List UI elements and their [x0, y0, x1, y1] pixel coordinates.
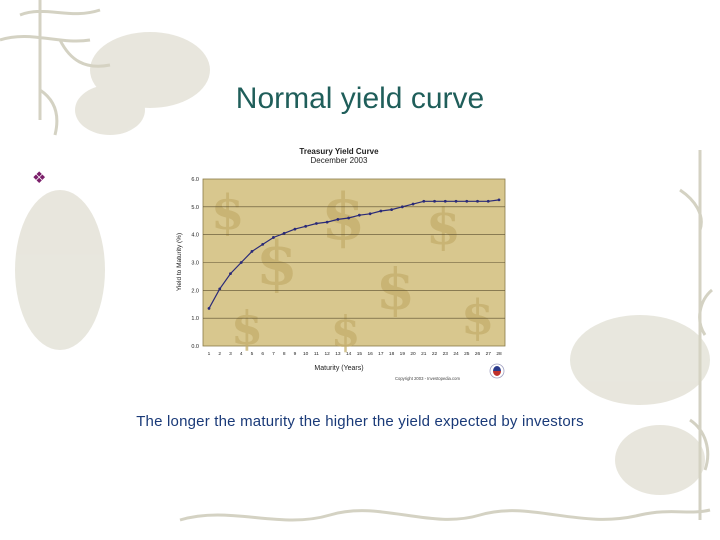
- x-tick-label: 8: [283, 351, 286, 357]
- y-tick-label: 5.0: [191, 205, 199, 211]
- slide-title: Normal yield curve: [235, 82, 485, 115]
- chart-subtitle: December 2003: [311, 156, 368, 165]
- x-tick-label: 22: [432, 351, 438, 357]
- svg-text:$: $: [256, 229, 298, 299]
- data-point: [422, 199, 426, 203]
- data-point: [476, 199, 479, 203]
- data-point: [272, 236, 275, 239]
- right-vine: [679, 150, 714, 520]
- x-tick-label: 17: [378, 351, 384, 357]
- x-tick-label: 5: [251, 351, 254, 357]
- data-point: [293, 227, 297, 231]
- x-tick-label: 28: [496, 351, 502, 357]
- data-point: [400, 205, 404, 209]
- x-tick-label: 16: [367, 351, 373, 357]
- y-tick-label: 3.0: [191, 261, 199, 267]
- svg-text:$: $: [231, 301, 263, 355]
- y-tick-label: 4.0: [191, 233, 199, 239]
- data-point: [433, 199, 436, 203]
- x-tick-label: 19: [400, 351, 406, 357]
- data-point: [411, 202, 415, 206]
- x-tick-label: 7: [272, 351, 275, 357]
- data-point: [239, 261, 243, 264]
- flower-bottom-right: [570, 315, 710, 405]
- x-tick-label: 9: [294, 351, 297, 357]
- x-tick-label: 14: [346, 351, 352, 357]
- x-tick-label: 26: [475, 351, 481, 357]
- caption-text: The longer the maturity the higher the y…: [136, 413, 584, 430]
- data-point: [282, 231, 286, 235]
- x-tick-label: 10: [303, 351, 309, 357]
- data-point: [454, 199, 458, 203]
- x-tick-label: 21: [421, 351, 427, 357]
- x-tick-label: 3: [229, 351, 232, 357]
- x-tick-label: 6: [261, 351, 264, 357]
- data-point: [379, 209, 383, 213]
- copyright-text: Copyright 2003 - Investopedia.com: [395, 376, 460, 381]
- x-tick-label: 23: [443, 351, 449, 357]
- data-point: [261, 243, 265, 246]
- x-tick-label: 11: [314, 351, 319, 357]
- data-point: [304, 224, 308, 228]
- data-point: [336, 217, 340, 221]
- yield-curve-line: [208, 199, 500, 309]
- svg-text:$: $: [376, 257, 415, 323]
- data-point: [250, 249, 254, 253]
- data-point: [443, 199, 447, 203]
- x-tick-label: 25: [464, 351, 470, 357]
- top-left-vine: [0, 0, 111, 136]
- bottom-vine: [179, 508, 711, 522]
- data-point: [357, 213, 361, 217]
- data-point: [347, 216, 351, 220]
- x-tick-label: 15: [357, 351, 363, 357]
- investopedia-logo: [489, 363, 505, 379]
- bullet-icon: ❖: [32, 168, 47, 187]
- svg-text:$: $: [211, 185, 244, 241]
- x-tick-label: 24: [453, 351, 459, 357]
- x-tick-label: 20: [410, 351, 416, 357]
- data-point: [229, 272, 232, 276]
- yield-curve-chart: Treasury Yield Curve December 2003 $ $ $…: [176, 147, 506, 381]
- y-tick-label: 0.0: [191, 344, 199, 350]
- x-tick-label: 1: [208, 351, 211, 357]
- data-point: [486, 199, 490, 203]
- x-tick-label: 27: [486, 351, 492, 357]
- svg-text:$: $: [426, 197, 461, 256]
- x-tick-label: 13: [335, 351, 341, 357]
- y-tick-label: 2.0: [191, 288, 199, 294]
- data-point: [315, 222, 318, 225]
- data-point: [325, 220, 329, 224]
- y-axis-label: Yield to Maturity (%): [176, 233, 183, 291]
- data-point: [390, 208, 393, 212]
- chart-title: Treasury Yield Curve: [299, 147, 379, 156]
- x-axis-label: Maturity (Years): [314, 365, 363, 372]
- x-tick-label: 2: [218, 351, 221, 357]
- svg-text:$: $: [331, 307, 360, 356]
- svg-text:$: $: [321, 180, 366, 255]
- data-point: [465, 199, 469, 203]
- data-point: [497, 198, 501, 202]
- x-tick-label: 18: [389, 351, 395, 357]
- x-tick-label: 4: [240, 351, 243, 357]
- data-point: [207, 307, 211, 310]
- flower-bottom-left: [15, 190, 105, 350]
- x-tick-label: 12: [324, 351, 330, 357]
- data-point: [368, 212, 372, 216]
- y-tick-label: 1.0: [191, 316, 199, 322]
- y-tick-label: 6.0: [191, 177, 199, 183]
- data-point: [218, 287, 222, 291]
